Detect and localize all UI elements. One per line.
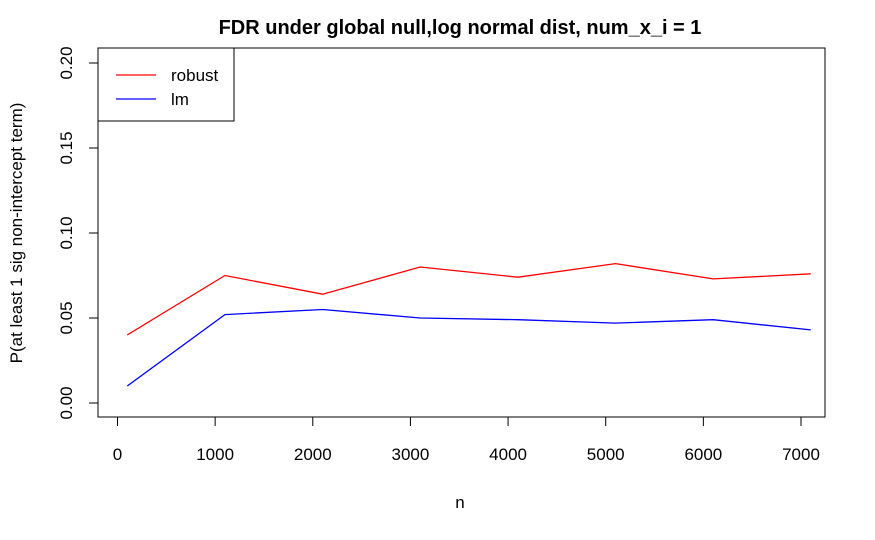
- y-axis: 0.00 0.05 0.10 0.15 0.20: [57, 46, 99, 420]
- legend: robust lm: [97, 47, 235, 122]
- series-line-robust: [126, 262, 811, 336]
- y-tick-label: 0.10: [57, 216, 76, 249]
- legend-label-robust: robust: [171, 66, 219, 85]
- legend-box: [97, 47, 235, 122]
- y-tick-label: 0.00: [57, 386, 76, 419]
- x-tick-label: 5000: [587, 445, 625, 464]
- y-tick-label: 0.15: [57, 131, 76, 164]
- y-tick-label: 0.05: [57, 301, 76, 334]
- x-tick-label: 6000: [684, 445, 722, 464]
- chart-title: FDR under global null,log normal dist, n…: [219, 17, 702, 39]
- y-axis-label: P(at least 1 sig non-intercept term): [7, 103, 26, 364]
- x-tick-label: 4000: [489, 445, 527, 464]
- x-tick-label: 3000: [392, 445, 430, 464]
- x-axis: 0 1000 2000 3000 4000 5000 6000 7000: [113, 416, 820, 464]
- x-tick-label: 2000: [294, 445, 332, 464]
- x-tick-label: 7000: [782, 445, 820, 464]
- x-tick-label: 0: [113, 445, 122, 464]
- series-lines: [126, 262, 811, 387]
- legend-label-lm: lm: [171, 90, 189, 109]
- series-line-lm: [126, 308, 811, 387]
- y-tick-label: 0.20: [57, 46, 76, 79]
- x-tick-label: 1000: [196, 445, 234, 464]
- x-axis-label: n: [455, 493, 464, 512]
